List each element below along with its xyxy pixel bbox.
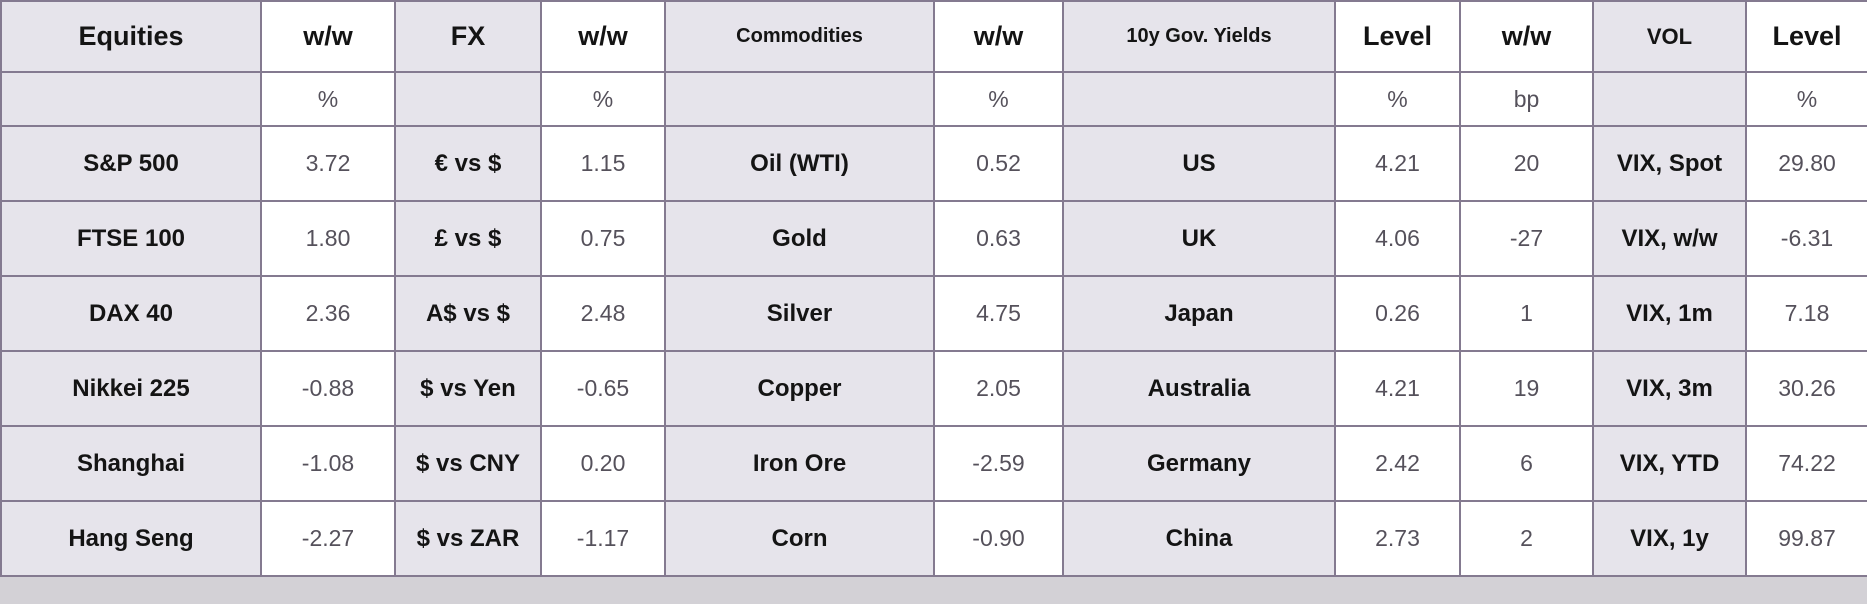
unit-cell xyxy=(0,71,262,127)
label-cell: VIX, YTD xyxy=(1592,425,1747,502)
value-cell: 2.73 xyxy=(1334,500,1461,577)
value-cell: 74.22 xyxy=(1745,425,1867,502)
value-cell: 0.52 xyxy=(933,125,1064,202)
header-equities-ww: w/w xyxy=(260,0,396,73)
value-cell: -1.08 xyxy=(260,425,396,502)
table-row: DAX 40 2.36 A$ vs $ 2.48 Silver 4.75 Jap… xyxy=(0,275,1867,352)
unit-cell: % xyxy=(1745,71,1867,127)
header-fx-ww: w/w xyxy=(540,0,666,73)
label-cell: VIX, 3m xyxy=(1592,350,1747,427)
header-yields-ww: w/w xyxy=(1459,0,1594,73)
label-cell: Copper xyxy=(664,350,935,427)
label-cell: Germany xyxy=(1062,425,1336,502)
value-cell: -1.17 xyxy=(540,500,666,577)
unit-cell: bp xyxy=(1459,71,1594,127)
value-cell: -2.59 xyxy=(933,425,1064,502)
value-cell: 19 xyxy=(1459,350,1594,427)
label-cell: Oil (WTI) xyxy=(664,125,935,202)
unit-cell: % xyxy=(260,71,396,127)
value-cell: 0.75 xyxy=(540,200,666,277)
label-cell: US xyxy=(1062,125,1336,202)
value-cell: 4.21 xyxy=(1334,350,1461,427)
value-cell: 1.15 xyxy=(540,125,666,202)
value-cell: -27 xyxy=(1459,200,1594,277)
value-cell: -0.65 xyxy=(540,350,666,427)
unit-cell: % xyxy=(933,71,1064,127)
header-commodities: Commodities xyxy=(664,0,935,73)
units-row: % % % % bp % xyxy=(0,71,1867,127)
unit-cell: % xyxy=(540,71,666,127)
label-cell: FTSE 100 xyxy=(0,200,262,277)
label-cell: £ vs $ xyxy=(394,200,542,277)
label-cell: S&P 500 xyxy=(0,125,262,202)
label-cell: Hang Seng xyxy=(0,500,262,577)
table-row: Shanghai -1.08 $ vs CNY 0.20 Iron Ore -2… xyxy=(0,425,1867,502)
value-cell: 3.72 xyxy=(260,125,396,202)
value-cell: 30.26 xyxy=(1745,350,1867,427)
header-commodities-ww: w/w xyxy=(933,0,1064,73)
unit-cell xyxy=(664,71,935,127)
value-cell: 4.06 xyxy=(1334,200,1461,277)
label-cell: VIX, Spot xyxy=(1592,125,1747,202)
value-cell: 4.21 xyxy=(1334,125,1461,202)
value-cell: 7.18 xyxy=(1745,275,1867,352)
value-cell: 0.26 xyxy=(1334,275,1461,352)
value-cell: 2.05 xyxy=(933,350,1064,427)
table-row: FTSE 100 1.80 £ vs $ 0.75 Gold 0.63 UK 4… xyxy=(0,200,1867,277)
label-cell: Shanghai xyxy=(0,425,262,502)
label-cell: $ vs ZAR xyxy=(394,500,542,577)
value-cell: -2.27 xyxy=(260,500,396,577)
unit-cell xyxy=(1592,71,1747,127)
label-cell: $ vs CNY xyxy=(394,425,542,502)
header-vol-level: Level xyxy=(1745,0,1867,73)
unit-cell xyxy=(394,71,542,127)
label-cell: A$ vs $ xyxy=(394,275,542,352)
value-cell: 0.63 xyxy=(933,200,1064,277)
header-row: Equities w/w FX w/w Commodities w/w 10y … xyxy=(0,0,1867,73)
label-cell: VIX, 1y xyxy=(1592,500,1747,577)
unit-cell xyxy=(1062,71,1336,127)
header-fx: FX xyxy=(394,0,542,73)
label-cell: Silver xyxy=(664,275,935,352)
value-cell: 1 xyxy=(1459,275,1594,352)
value-cell: -6.31 xyxy=(1745,200,1867,277)
label-cell: € vs $ xyxy=(394,125,542,202)
value-cell: 0.20 xyxy=(540,425,666,502)
value-cell: 2.36 xyxy=(260,275,396,352)
table-row: S&P 500 3.72 € vs $ 1.15 Oil (WTI) 0.52 … xyxy=(0,125,1867,202)
value-cell: 29.80 xyxy=(1745,125,1867,202)
table-row: Hang Seng -2.27 $ vs ZAR -1.17 Corn -0.9… xyxy=(0,500,1867,577)
table-row: Nikkei 225 -0.88 $ vs Yen -0.65 Copper 2… xyxy=(0,350,1867,427)
markets-summary-table: Equities w/w FX w/w Commodities w/w 10y … xyxy=(0,0,1867,577)
value-cell: 20 xyxy=(1459,125,1594,202)
value-cell: 2.48 xyxy=(540,275,666,352)
label-cell: UK xyxy=(1062,200,1336,277)
label-cell: Gold xyxy=(664,200,935,277)
label-cell: VIX, 1m xyxy=(1592,275,1747,352)
label-cell: Corn xyxy=(664,500,935,577)
value-cell: 2.42 xyxy=(1334,425,1461,502)
header-gov-yields: 10y Gov. Yields xyxy=(1062,0,1336,73)
header-equities: Equities xyxy=(0,0,262,73)
label-cell: VIX, w/w xyxy=(1592,200,1747,277)
value-cell: 1.80 xyxy=(260,200,396,277)
label-cell: Iron Ore xyxy=(664,425,935,502)
unit-cell: % xyxy=(1334,71,1461,127)
value-cell: 99.87 xyxy=(1745,500,1867,577)
value-cell: 2 xyxy=(1459,500,1594,577)
label-cell: China xyxy=(1062,500,1336,577)
header-vol: VOL xyxy=(1592,0,1747,73)
label-cell: Nikkei 225 xyxy=(0,350,262,427)
label-cell: Japan xyxy=(1062,275,1336,352)
value-cell: 6 xyxy=(1459,425,1594,502)
value-cell: -0.90 xyxy=(933,500,1064,577)
header-yields-level: Level xyxy=(1334,0,1461,73)
label-cell: Australia xyxy=(1062,350,1336,427)
label-cell: $ vs Yen xyxy=(394,350,542,427)
label-cell: DAX 40 xyxy=(0,275,262,352)
value-cell: -0.88 xyxy=(260,350,396,427)
value-cell: 4.75 xyxy=(933,275,1064,352)
